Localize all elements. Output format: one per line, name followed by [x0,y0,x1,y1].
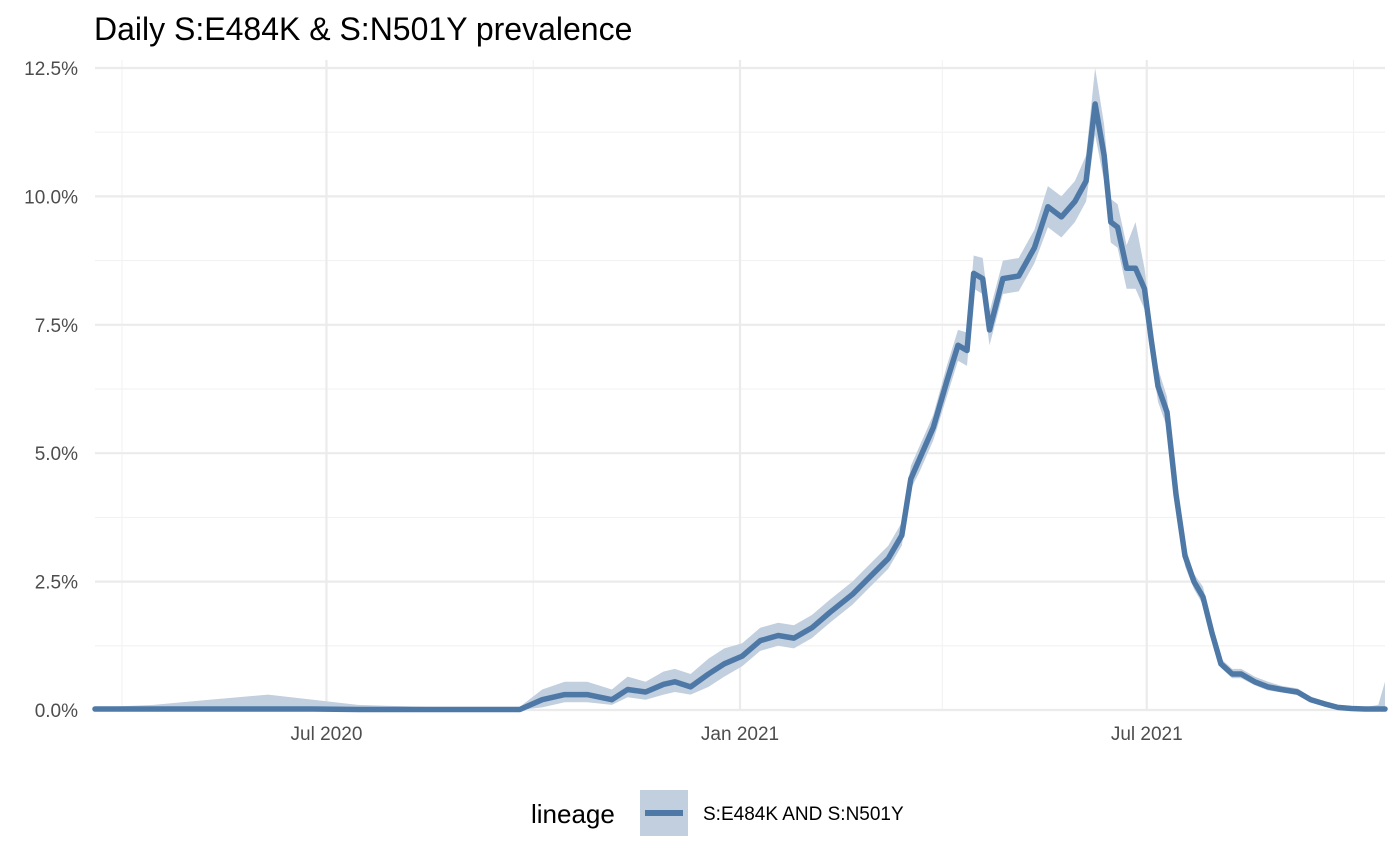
y-tick-label: 12.5% [24,59,78,80]
chart-title: Daily S:E484K & S:N501Y prevalence [94,11,632,47]
confidence-ribbon-layer [95,68,1385,710]
legend-title: lineage [531,799,615,829]
legend-label: S:E484K AND S:N501Y [703,804,904,825]
y-tick-label: 7.5% [35,316,78,337]
y-tick-label: 2.5% [35,573,78,594]
x-tick-label: Jul 2020 [291,724,363,745]
x-tick-label: Jan 2021 [701,724,779,745]
series-confidence-ribbon [95,68,1385,710]
y-tick-label: 10.0% [24,187,78,208]
y-tick-label: 5.0% [35,444,78,465]
grid [95,60,1385,712]
series-line [92,101,1388,713]
series-line-layer [92,101,1388,713]
x-tick-label: Jul 2021 [1111,724,1183,745]
y-tick-label: 0.0% [35,701,78,722]
legend: lineage S:E484K AND S:N501Y [531,790,904,836]
y-axis-tick-labels: 0.0% 2.5% 5.0% 7.5% 10.0% 12.5% [24,59,78,722]
x-axis-tick-labels: Jul 2020 Jan 2021 Jul 2021 [291,724,1183,745]
